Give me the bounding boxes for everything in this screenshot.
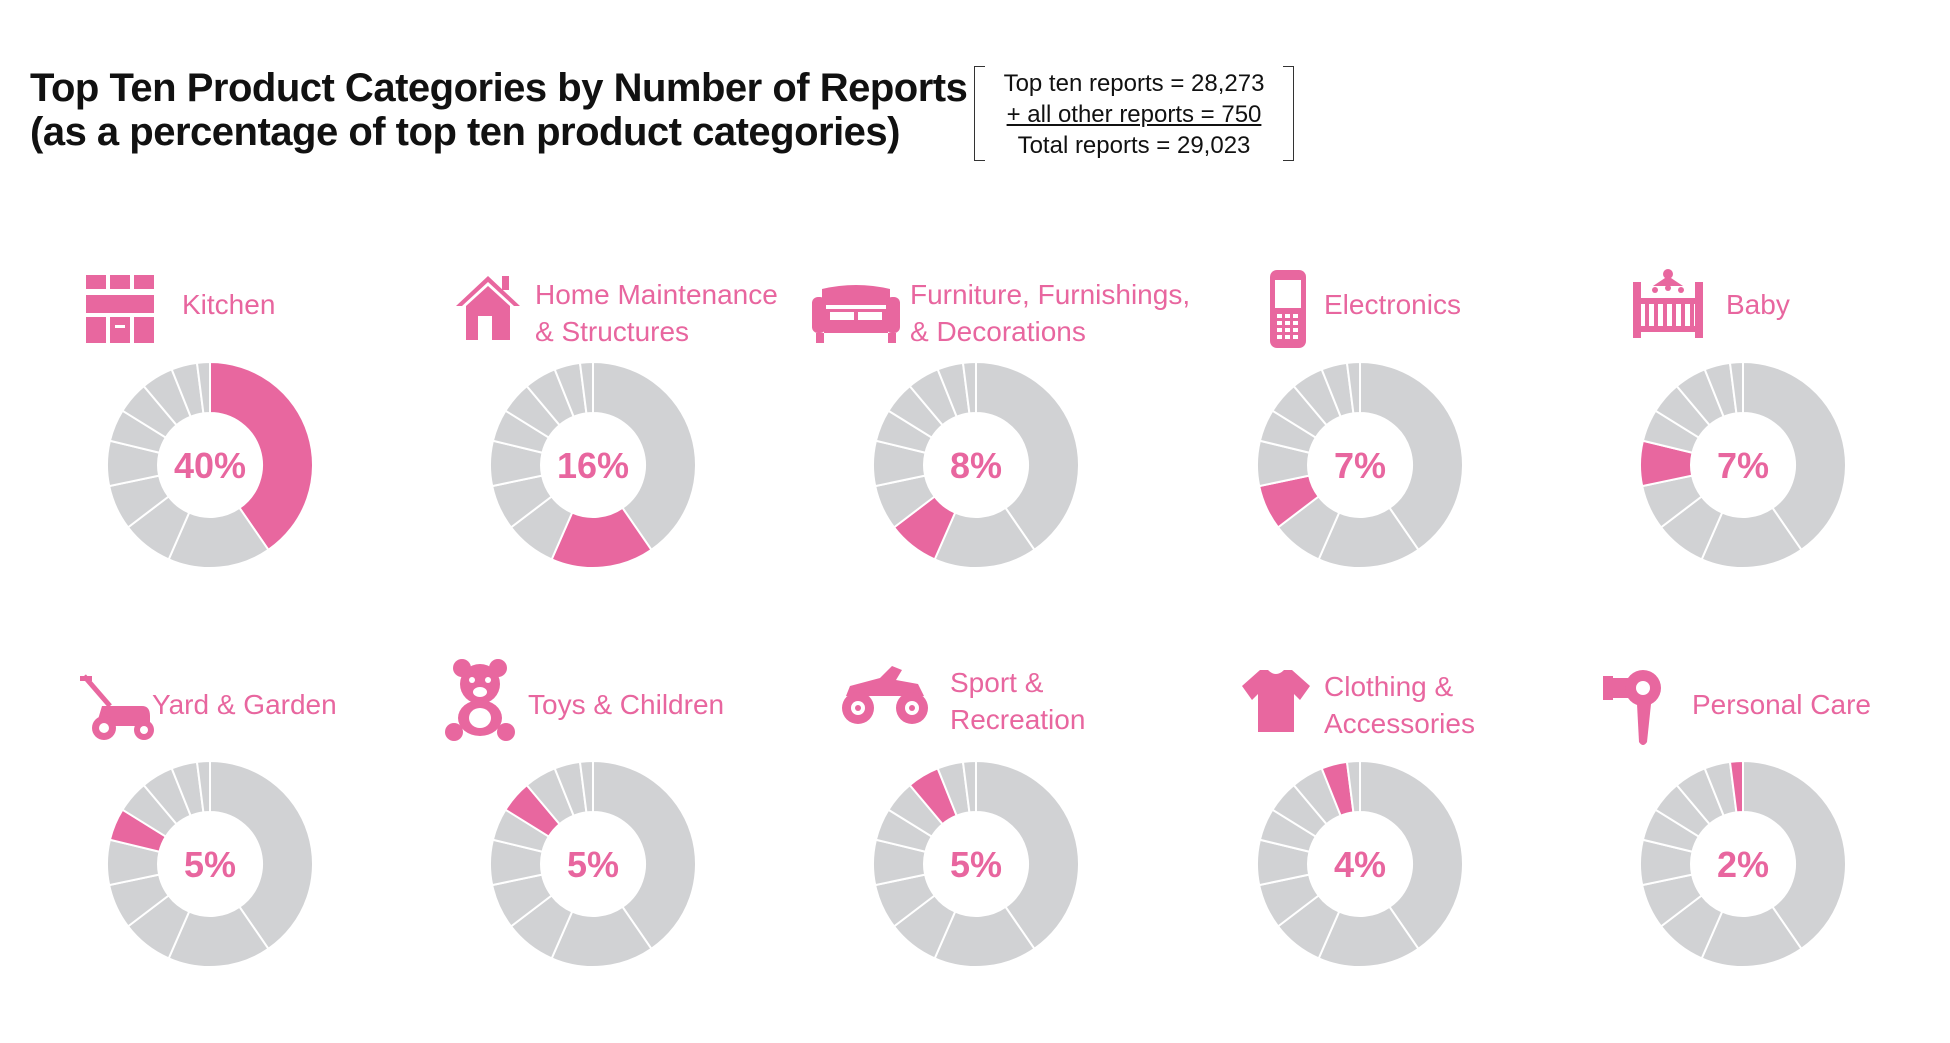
category-label: Sport & Recreation (950, 664, 1085, 738)
totals-total: Total reports = 29,023 (1017, 132, 1251, 159)
donut-segment (975, 759, 1080, 951)
category-label-line: Furniture, Furnishings, (910, 279, 1191, 310)
donut-segment-highlight (209, 360, 314, 552)
category-label-line: Sport & (950, 667, 1044, 698)
t-shirt-icon (1242, 670, 1310, 732)
category-label-line: Yard & Garden (152, 689, 337, 720)
donut-7: 5% (489, 759, 697, 968)
bracket-left (974, 66, 985, 161)
donut-5: 7% (1639, 360, 1847, 569)
value-label: 5% (567, 844, 619, 885)
category-label-line: Accessories (1324, 708, 1475, 739)
category-label: Furniture, Furnishings, & Decorations (910, 276, 1190, 350)
donut-segment (1345, 759, 1361, 814)
sofa-icon (812, 285, 900, 343)
crib-icon (1633, 269, 1703, 338)
category-label-line: Kitchen (182, 289, 276, 320)
donut-segment (961, 759, 977, 814)
totals-box: Top ten reports = 28,273 + all other rep… (974, 66, 1294, 161)
donut-1: 40% (106, 360, 314, 569)
donut-segment (592, 360, 697, 552)
totals-other: + all other reports = 750 (1006, 101, 1262, 128)
donut-segment (578, 360, 594, 415)
category-label: Home Maintenance & Structures (535, 276, 778, 350)
title-line-2: (as a percentage of top ten product cate… (30, 110, 901, 154)
value-label: 8% (950, 445, 1002, 486)
donut-segment (1728, 360, 1744, 415)
kitchen-cabinet-icon (86, 275, 154, 343)
value-label: 5% (950, 844, 1002, 885)
donut-3: 8% (872, 360, 1080, 569)
donut-segment (578, 759, 594, 814)
category-label-line: Toys & Children (528, 689, 725, 720)
title-line-1: Top Ten Product Categories by Number of … (30, 66, 968, 110)
category-label-line: Electronics (1324, 289, 1461, 320)
chart-title: Top Ten Product Categories by Number of … (30, 66, 968, 154)
donut-segment (1742, 759, 1847, 951)
category-label: Baby (1726, 286, 1790, 323)
donut-9: 4% (1256, 759, 1464, 968)
value-label: 7% (1334, 445, 1386, 486)
donut-segment (209, 759, 314, 951)
donut-segment (1742, 360, 1847, 552)
category-label: Personal Care (1692, 686, 1871, 723)
category-label: Toys & Children (528, 686, 724, 723)
donut-segment (195, 360, 211, 415)
teddy-bear-icon (445, 659, 515, 741)
value-label: 5% (184, 844, 236, 885)
donut-10: 2% (1639, 759, 1847, 968)
category-label-line: & Decorations (910, 316, 1086, 347)
value-label: 4% (1334, 844, 1386, 885)
donut-2: 16% (489, 360, 697, 569)
bracket-right (1283, 66, 1294, 161)
cell-phone-icon (1270, 270, 1306, 348)
donut-segment (1359, 360, 1464, 552)
donut-segment (975, 360, 1080, 552)
hair-dryer-icon (1603, 670, 1661, 745)
totals-top-ten: Top ten reports = 28,273 (1003, 70, 1265, 97)
category-label: Clothing & Accessories (1324, 668, 1475, 742)
donut-segment-highlight (1728, 759, 1744, 814)
lawn-mower-icon (80, 674, 154, 740)
category-label: Kitchen (182, 286, 275, 323)
donut-6: 5% (106, 759, 314, 968)
donut-8: 5% (872, 759, 1080, 968)
value-label: 16% (557, 445, 629, 486)
donut-4: 7% (1256, 360, 1464, 569)
donut-segment (1345, 360, 1361, 415)
donut-segment (1359, 759, 1464, 951)
category-label-line: Baby (1726, 289, 1790, 320)
atv-icon (842, 666, 928, 724)
house-icon (456, 276, 520, 340)
value-label: 2% (1717, 844, 1769, 885)
value-label: 7% (1717, 445, 1769, 486)
category-label-line: & Structures (535, 316, 690, 347)
donut-segment (195, 759, 211, 814)
category-label-line: Clothing & (1324, 671, 1454, 702)
donut-segment (592, 759, 697, 951)
donut-segment (961, 360, 977, 415)
category-label-line: Recreation (950, 704, 1086, 735)
value-label: 40% (174, 445, 246, 486)
category-label: Electronics (1324, 286, 1461, 323)
category-label-line: Personal Care (1692, 689, 1871, 720)
category-label-line: Home Maintenance (535, 279, 778, 310)
category-label: Yard & Garden (152, 686, 337, 723)
